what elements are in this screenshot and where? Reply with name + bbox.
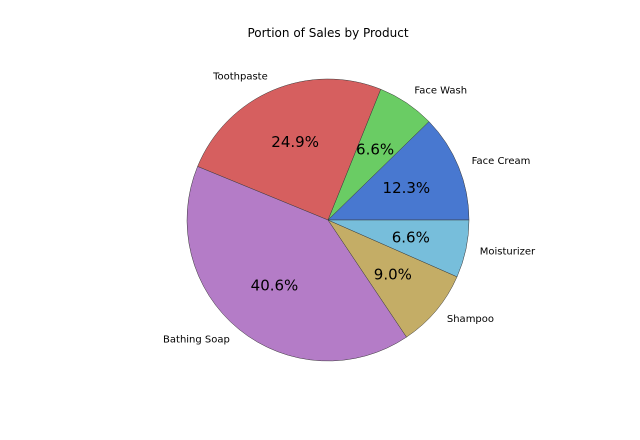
pct-label-bathing-soap: 40.6% (251, 277, 299, 295)
slice-bathing-soap (186, 166, 407, 362)
slice-toothpaste (197, 78, 382, 221)
slice-face-cream (327, 121, 470, 221)
category-label-bathing-soap: Bathing Soap (163, 335, 230, 346)
pct-label-face-wash: 6.6% (356, 141, 394, 159)
slice-moisturizer (327, 219, 470, 278)
chart-title: Portion of Sales by Product (247, 26, 408, 40)
pct-label-toothpaste: 24.9% (271, 133, 319, 151)
category-label-shampoo: Shampoo (447, 314, 494, 325)
pct-label-shampoo: 9.0% (374, 265, 412, 283)
category-label-face-wash: Face Wash (414, 86, 467, 97)
category-label-face-cream: Face Cream (472, 156, 531, 167)
pie-labels: 12.3% Face Cream 6.6% Face Wash 24.9% Toothpa… (163, 72, 536, 346)
category-label-moisturizer: Moisturizer (480, 246, 536, 257)
pct-label-moisturizer: 6.6% (392, 228, 430, 246)
category-label-toothpaste: Toothpaste (212, 72, 268, 83)
pct-label-face-cream: 12.3% (383, 179, 431, 197)
pie-slices (186, 78, 470, 362)
slice-shampoo (327, 219, 458, 338)
